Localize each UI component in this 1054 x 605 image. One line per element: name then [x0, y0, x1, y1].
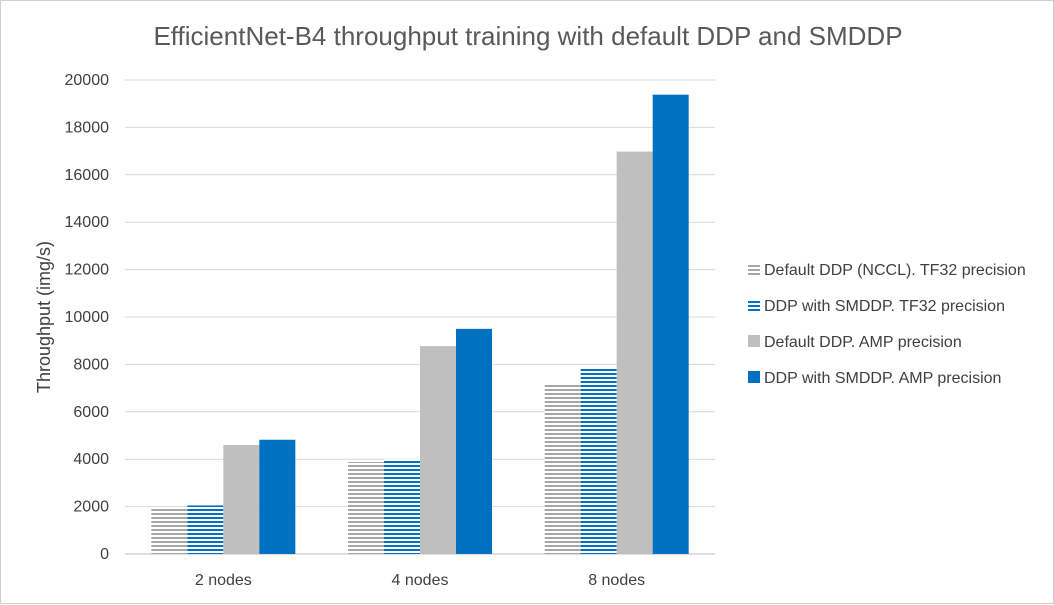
- bar-1-2-nodes: [151, 507, 188, 554]
- legend-label: Default DDP. AMP precision: [764, 334, 962, 351]
- chart-title: EfficientNet-B4 throughput training with…: [153, 21, 902, 51]
- x-axis-categories: 2 nodes 4 nodes 8 nodes: [195, 572, 645, 589]
- bar-2-8-nodes: [580, 368, 617, 554]
- bar-3-4-nodes: [420, 346, 456, 554]
- y-tick-label: 16000: [65, 167, 110, 184]
- legend-swatch: [748, 263, 760, 275]
- bar-4-4-nodes: [456, 328, 492, 554]
- y-tick-label: 10000: [65, 309, 110, 326]
- y-tick-label: 2000: [73, 499, 109, 516]
- y-axis-title: Throughput (img/s): [34, 241, 54, 393]
- bar-4-8-nodes: [652, 94, 689, 554]
- y-tick-label: 14000: [65, 214, 110, 231]
- y-tick-label: 20000: [65, 72, 110, 89]
- x-category-label: 2 nodes: [195, 572, 252, 589]
- y-axis-ticks: 0 2000 4000 6000 8000 10000 12000 14000 16000 180…: [65, 72, 110, 563]
- bar-4-2-nodes: [259, 439, 296, 554]
- legend-label: DDP with SMDDP. AMP precision: [764, 370, 1001, 387]
- y-tick-label: 0: [100, 546, 109, 563]
- x-category-label: 4 nodes: [392, 572, 449, 589]
- bar-2-2-nodes: [187, 505, 224, 554]
- bars: [151, 94, 689, 554]
- y-tick-label: 8000: [73, 356, 109, 373]
- y-tick-label: 6000: [73, 404, 109, 421]
- legend-label: Default DDP (NCCL). TF32 precision: [764, 262, 1026, 279]
- bar-3-2-nodes: [223, 444, 260, 554]
- legend-label: DDP with SMDDP. TF32 precision: [764, 298, 1005, 315]
- y-tick-label: 18000: [65, 119, 110, 136]
- y-tick-label: 4000: [73, 451, 109, 468]
- legend: Default DDP (NCCL). TF32 precision DDP wi…: [748, 262, 1026, 387]
- x-category-label: 8 nodes: [588, 572, 645, 589]
- bar-3-8-nodes: [616, 151, 653, 554]
- y-tick-label: 12000: [65, 262, 110, 279]
- legend-swatch: [748, 299, 760, 311]
- bar-1-8-nodes: [544, 383, 581, 554]
- legend-swatch: [748, 335, 760, 347]
- bar-2-4-nodes: [384, 459, 420, 554]
- legend-swatch: [748, 371, 760, 383]
- bar-1-4-nodes: [348, 462, 384, 554]
